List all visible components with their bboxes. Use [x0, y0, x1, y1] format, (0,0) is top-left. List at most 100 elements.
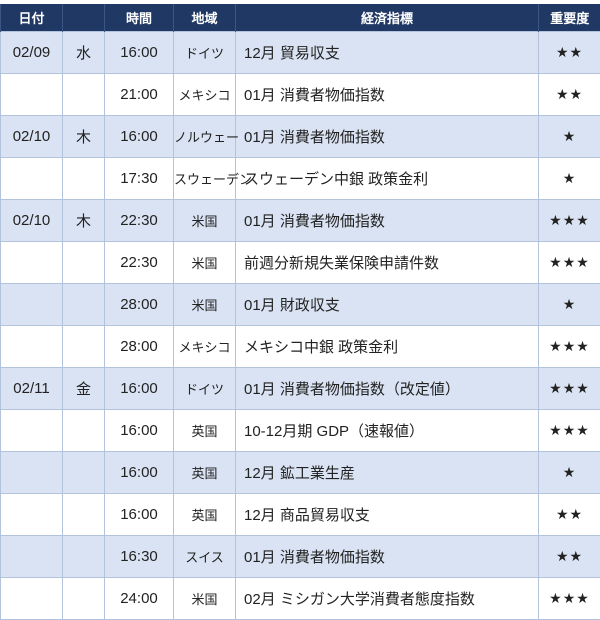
date-cell [1, 410, 63, 452]
region-cell: ドイツ [174, 368, 236, 410]
time-cell: 16:00 [105, 368, 174, 410]
region-cell: スウェーデン [174, 158, 236, 200]
indicator-cell: 12月 貿易収支 [236, 32, 539, 74]
date-cell: 02/09 [1, 32, 63, 74]
weekday-cell: 木 [63, 116, 105, 158]
time-cell: 16:00 [105, 452, 174, 494]
time-cell: 28:00 [105, 284, 174, 326]
region-cell: 米国 [174, 242, 236, 284]
weekday-cell [63, 578, 105, 620]
date-cell [1, 284, 63, 326]
weekday-cell [63, 242, 105, 284]
date-cell: 02/10 [1, 116, 63, 158]
region-cell: 英国 [174, 452, 236, 494]
time-cell: 24:00 [105, 578, 174, 620]
indicator-cell: 10-12月期 GDP（速報値） [236, 410, 539, 452]
date-cell [1, 578, 63, 620]
importance-stars: ★★ [539, 32, 600, 74]
date-cell [1, 158, 63, 200]
indicator-cell: 01月 財政収支 [236, 284, 539, 326]
date-cell [1, 452, 63, 494]
date-cell: 02/10 [1, 200, 63, 242]
region-cell: ドイツ [174, 32, 236, 74]
importance-stars: ★ [539, 116, 600, 158]
importance-stars: ★★ [539, 74, 600, 116]
weekday-cell [63, 536, 105, 578]
time-cell: 28:00 [105, 326, 174, 368]
date-cell [1, 74, 63, 116]
weekday-cell: 水 [63, 32, 105, 74]
importance-stars: ★★★ [539, 578, 600, 620]
time-cell: 16:00 [105, 32, 174, 74]
indicator-cell: メキシコ中銀 政策金利 [236, 326, 539, 368]
time-cell: 22:30 [105, 242, 174, 284]
weekday-cell [63, 452, 105, 494]
importance-stars: ★★★ [539, 368, 600, 410]
region-cell: スイス [174, 536, 236, 578]
importance-stars: ★★ [539, 494, 600, 536]
region-cell: ノルウェー [174, 116, 236, 158]
indicator-cell: 12月 鉱工業生産 [236, 452, 539, 494]
importance-stars: ★★ [539, 536, 600, 578]
indicator-cell: 01月 消費者物価指数 [236, 116, 539, 158]
weekday-cell: 金 [63, 368, 105, 410]
importance-stars: ★★★ [539, 242, 600, 284]
weekday-cell [63, 410, 105, 452]
header-importance: 重要度 [539, 4, 600, 32]
importance-stars: ★★★ [539, 410, 600, 452]
time-cell: 17:30 [105, 158, 174, 200]
region-cell: 英国 [174, 410, 236, 452]
date-cell [1, 536, 63, 578]
time-cell: 21:00 [105, 74, 174, 116]
weekday-cell [63, 326, 105, 368]
header-weekday [63, 4, 105, 32]
date-cell [1, 242, 63, 284]
time-cell: 22:30 [105, 200, 174, 242]
weekday-cell [63, 284, 105, 326]
time-cell: 16:00 [105, 116, 174, 158]
indicator-cell: スウェーデン中銀 政策金利 [236, 158, 539, 200]
region-cell: 米国 [174, 200, 236, 242]
importance-stars: ★ [539, 284, 600, 326]
date-cell: 02/11 [1, 368, 63, 410]
header-indicator: 経済指標 [236, 4, 539, 32]
indicator-cell: 02月 ミシガン大学消費者態度指数 [236, 578, 539, 620]
date-cell [1, 494, 63, 536]
indicator-cell: 01月 消費者物価指数 [236, 200, 539, 242]
header-time: 時間 [105, 4, 174, 32]
importance-stars: ★★★ [539, 200, 600, 242]
time-cell: 16:30 [105, 536, 174, 578]
header-row: 日付 時間 地域 経済指標 重要度 [1, 4, 600, 32]
time-cell: 16:00 [105, 410, 174, 452]
region-cell: 英国 [174, 494, 236, 536]
date-cell [1, 326, 63, 368]
importance-stars: ★ [539, 158, 600, 200]
header-region: 地域 [174, 4, 236, 32]
header-date: 日付 [1, 4, 63, 32]
region-cell: メキシコ [174, 326, 236, 368]
region-cell: 米国 [174, 284, 236, 326]
indicator-cell: 01月 消費者物価指数（改定値） [236, 368, 539, 410]
weekday-cell [63, 74, 105, 116]
region-cell: 米国 [174, 578, 236, 620]
weekday-cell [63, 158, 105, 200]
weekday-cell [63, 494, 105, 536]
indicator-cell: 12月 商品貿易収支 [236, 494, 539, 536]
importance-stars: ★ [539, 452, 600, 494]
time-cell: 16:00 [105, 494, 174, 536]
